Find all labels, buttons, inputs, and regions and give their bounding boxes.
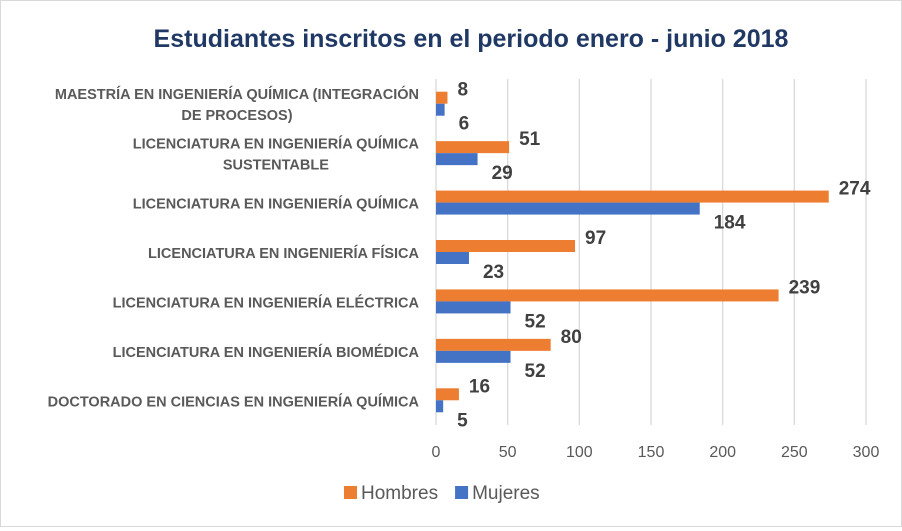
x-tick-label: 50 [499, 444, 517, 461]
bar-mujeres [436, 153, 478, 166]
data-label: 6 [459, 114, 470, 135]
data-label: 52 [525, 311, 546, 332]
x-tick-label: 100 [566, 444, 593, 461]
category-label: DOCTORADO EN CIENCIAS EN INGENIERÍA QUÍM… [48, 393, 420, 410]
data-label: 16 [469, 376, 490, 397]
category-label: LICENCIATURA EN INGENIERÍA QUÍMICA [133, 196, 420, 213]
category-label: MAESTRÍA EN INGENIERÍA QUÍMICA (INTEGRAC… [55, 85, 419, 103]
x-tick-label: 300 [853, 444, 880, 461]
bar-hombres [436, 141, 510, 154]
bar-hombres [436, 289, 779, 302]
data-label: 80 [561, 327, 582, 348]
legend-swatch-hombres [344, 486, 357, 499]
bar-hombres [436, 190, 829, 203]
data-label: 184 [714, 213, 746, 234]
category-label: LICENCIATURA EN INGENIERÍA QUÍMICA [133, 136, 420, 153]
bar-mujeres [436, 400, 444, 413]
category-label: SUSTENTABLE [223, 158, 329, 174]
data-label: 97 [585, 228, 606, 249]
legend-label: Hombres [361, 483, 438, 504]
data-label: 8 [457, 80, 468, 101]
bar-mujeres [436, 103, 445, 116]
x-tick-label: 250 [781, 444, 808, 461]
x-tick-label: 150 [638, 444, 665, 461]
category-label: LICENCIATURA EN INGENIERÍA FÍSICA [148, 245, 419, 262]
bar-hombres [436, 388, 459, 401]
data-label: 274 [839, 179, 871, 200]
data-label: 239 [789, 277, 821, 298]
data-label: 5 [457, 410, 468, 431]
bar-hombres [436, 338, 551, 351]
bar-mujeres [436, 202, 700, 215]
bar-hombres [436, 91, 448, 104]
category-label: LICENCIATURA EN INGENIERÍA ELÉCTRICA [113, 294, 420, 311]
chart-title: Estudiantes inscritos en el periodo ener… [154, 25, 789, 53]
data-label: 23 [483, 262, 504, 283]
bar-mujeres [436, 252, 469, 264]
data-label: 51 [519, 129, 541, 150]
data-label: 29 [492, 163, 513, 184]
bar-hombres [436, 240, 576, 252]
bar-mujeres [436, 301, 511, 314]
x-tick-label: 0 [432, 444, 441, 461]
category-label: DE PROCESOS) [181, 108, 292, 124]
legend-swatch-mujeres [455, 486, 469, 499]
data-label: 52 [525, 361, 546, 382]
legend-label: Mujeres [472, 483, 540, 504]
category-label: LICENCIATURA EN INGENIERÍA BIOMÉDICA [113, 344, 420, 361]
x-tick-label: 200 [709, 444, 736, 461]
bar-mujeres [436, 350, 511, 363]
